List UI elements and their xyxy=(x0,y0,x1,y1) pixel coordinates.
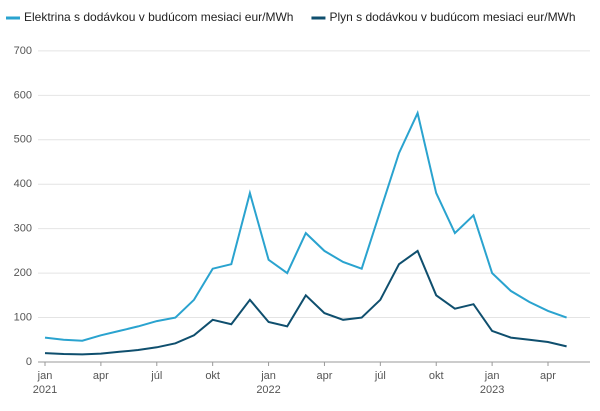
y-tick-label: 500 xyxy=(14,134,32,146)
y-tick-label: 400 xyxy=(14,178,32,190)
y-tick-label: 200 xyxy=(14,267,32,279)
legend-label: Elektrina s dodávkou v budúcom mesiaci e… xyxy=(24,10,293,24)
y-tick-label: 700 xyxy=(14,45,32,57)
x-tick-year: 2021 xyxy=(33,384,57,396)
x-tick-year: 2022 xyxy=(256,384,280,396)
x-tick-label: júl xyxy=(150,370,162,382)
x-tick-label: okt xyxy=(205,370,220,382)
x-tick-label: júl xyxy=(374,370,386,382)
x-tick-label: jan xyxy=(37,370,53,382)
y-tick-label: 600 xyxy=(14,89,32,101)
legend: Elektrina s dodávkou v budúcom mesiaci e… xyxy=(6,10,576,24)
x-tick-label: jan xyxy=(484,370,500,382)
x-tick-label: apr xyxy=(316,370,332,382)
x-tick-label: apr xyxy=(540,370,556,382)
y-tick-label: 300 xyxy=(14,223,32,235)
y-tick-label: 100 xyxy=(14,311,32,323)
x-tick-label: jan xyxy=(260,370,276,382)
x-tick-label: okt xyxy=(429,370,444,382)
x-tick-label: apr xyxy=(93,370,109,382)
line-series xyxy=(44,110,567,342)
y-tick-label: 0 xyxy=(26,356,32,368)
line-series xyxy=(44,249,567,356)
x-tick-year: 2023 xyxy=(480,384,504,396)
legend-label: Plyn s dodávkou v budúcom mesiaci eur/MW… xyxy=(329,10,575,24)
